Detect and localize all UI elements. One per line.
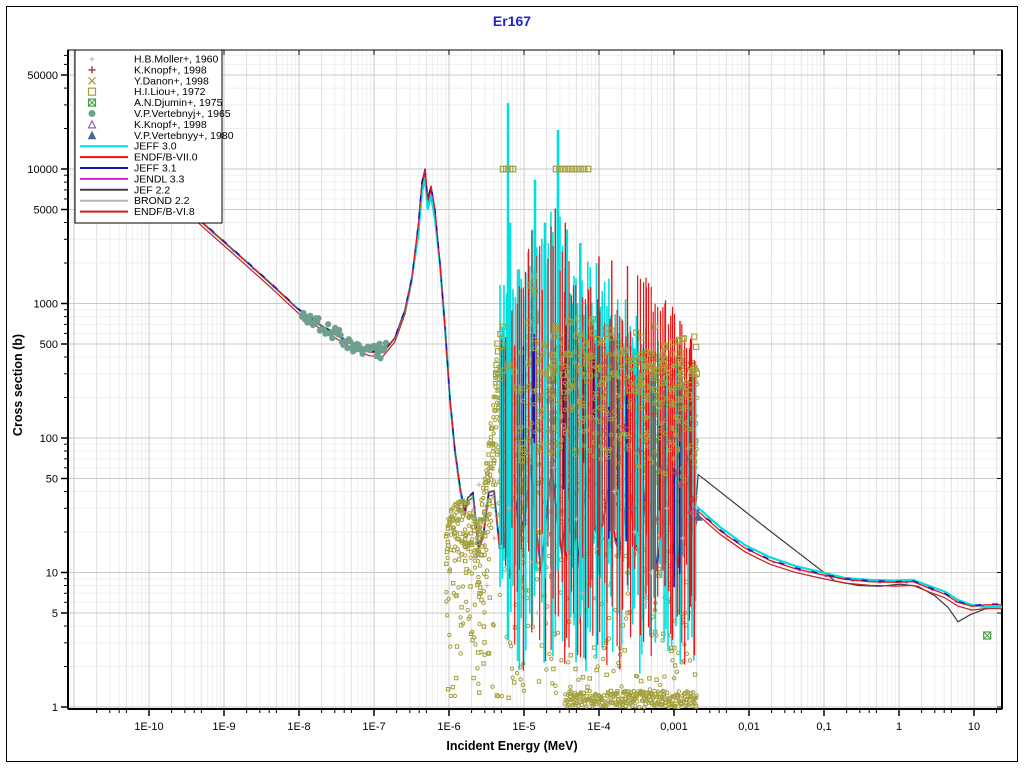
legend-label: H.I.Liou+, 1972 (134, 86, 206, 98)
x-tick-label: 0,1 (816, 721, 831, 733)
liou-large-squares (492, 273, 700, 464)
legend-entry: BROND 2.2 (80, 195, 190, 207)
legend-entry: K.Knopf+, 1998 (88, 64, 207, 76)
x-tick-label: 1E-7 (362, 721, 385, 733)
legend-label: V.P.Vertebnyj+, 1965 (134, 108, 231, 120)
legend-entry: K.Knopf+, 1998 (87, 119, 207, 131)
dataset-k-knopf-1998 (689, 505, 699, 515)
x-tick-label: 1E-9 (212, 721, 235, 733)
legend-entry: H.B.Moller+, 1960 (89, 54, 218, 66)
legend-entry: JEF 2.2 (80, 184, 170, 196)
legend-entry: Y.Danon+, 1998 (88, 75, 209, 87)
x-tick-label: 1 (896, 721, 902, 733)
legend-label: JEF 2.2 (134, 184, 170, 196)
legend-box (74, 49, 223, 224)
legend-entry: JEFF 3.1 (80, 163, 177, 175)
legend-label: K.Knopf+, 1998 (134, 119, 207, 131)
page-title: Er167 (492, 13, 532, 29)
legend-label: H.B.Moller+, 1960 (134, 54, 218, 66)
point-cloud-overlay (492, 273, 700, 483)
dataset-y-danon-1998 (569, 338, 688, 426)
y-axis-ticks: 50000 10000 5000 1000 500 100 50 10 5 1 (27, 54, 1002, 714)
y-tick-label: 50 (46, 474, 58, 486)
legend-entry: V.P.Vertebnyy+, 1980 (87, 130, 234, 142)
legend-entry: ENDF/B-VI.8 (80, 206, 195, 218)
x-tick-label: 1E-6 (437, 721, 460, 733)
y-tick-label: 500 (40, 339, 58, 351)
dataset-h-i-liou-1972 (499, 165, 592, 173)
legend-label: Y.Danon+, 1998 (134, 75, 209, 87)
x-tick-label: 1E-5 (512, 721, 535, 733)
legend-label: ENDF/B-VI.8 (134, 206, 195, 218)
legend-label: K.Knopf+, 1998 (134, 64, 207, 76)
legend-label: V.P.Vertebnyy+, 1980 (134, 130, 234, 142)
x-tick-label: 1E-10 (134, 721, 163, 733)
legend-label: JEFF 3.1 (134, 163, 177, 175)
x-tick-label: 10 (968, 721, 980, 733)
y-tick-label: 10 (46, 568, 58, 580)
y-tick-label: 100 (40, 433, 58, 445)
legend-entry: JEFF 3.0 (80, 141, 177, 153)
legend-entry: ENDF/B-VII.0 (80, 152, 198, 164)
x-tick-label: 0,001 (660, 721, 688, 733)
x-axis-ticks: 1E-10 1E-9 1E-8 1E-7 1E-6 1E-5 1E-4 0,001 0,01 0,… (96, 50, 998, 733)
legend-entry: V.P.Vertebnyj+, 1965 (88, 108, 231, 120)
y-axis-label: Cross section (b) (11, 333, 25, 437)
y-tick-label: 10000 (27, 164, 58, 176)
y-tick-label: 1000 (34, 299, 58, 311)
legend-entry: JENDL 3.3 (80, 173, 185, 185)
dataset-v-p-vertebnyj-1965 (298, 309, 390, 362)
x-tick-label: 0,01 (738, 721, 759, 733)
dataset-h-b-moller-1960 (476, 465, 686, 616)
experimental-datasets (298, 165, 992, 640)
dataset-k-knopf-1998 (621, 410, 697, 523)
y-tick-label: 5 (52, 608, 58, 620)
x-tick-label: 1E-8 (287, 721, 310, 733)
x-tick-label: 1E-4 (587, 721, 610, 733)
legend-label: BROND 2.2 (134, 195, 190, 207)
y-tick-label: 5000 (34, 205, 58, 217)
dataset-v-p-vertebnyy-1980 (693, 512, 703, 521)
legend-entry: H.I.Liou+, 1972 (87, 86, 206, 98)
legend-entry: A.N.Djumin+, 1975 (87, 97, 223, 109)
legend-label: JEFF 3.0 (134, 141, 177, 153)
series-jendl-3-3 (171, 169, 1002, 608)
series-endf-b-vii-0 (171, 168, 1002, 608)
screenshot-frame (6, 6, 1018, 762)
legend-label: A.N.Djumin+, 1975 (134, 97, 223, 109)
series-jeff-3-1 (171, 168, 1002, 607)
legend-label: JENDL 3.3 (134, 173, 185, 185)
legend-label: ENDF/B-VII.0 (134, 152, 198, 164)
y-tick-label: 1 (52, 702, 58, 714)
x-axis-label: Incident Energy (MeV) (446, 739, 578, 753)
dataset-a-n-djumin-1975 (983, 631, 992, 640)
y-tick-label: 50000 (27, 70, 58, 82)
series-endf-b-vi-8 (171, 172, 1002, 611)
